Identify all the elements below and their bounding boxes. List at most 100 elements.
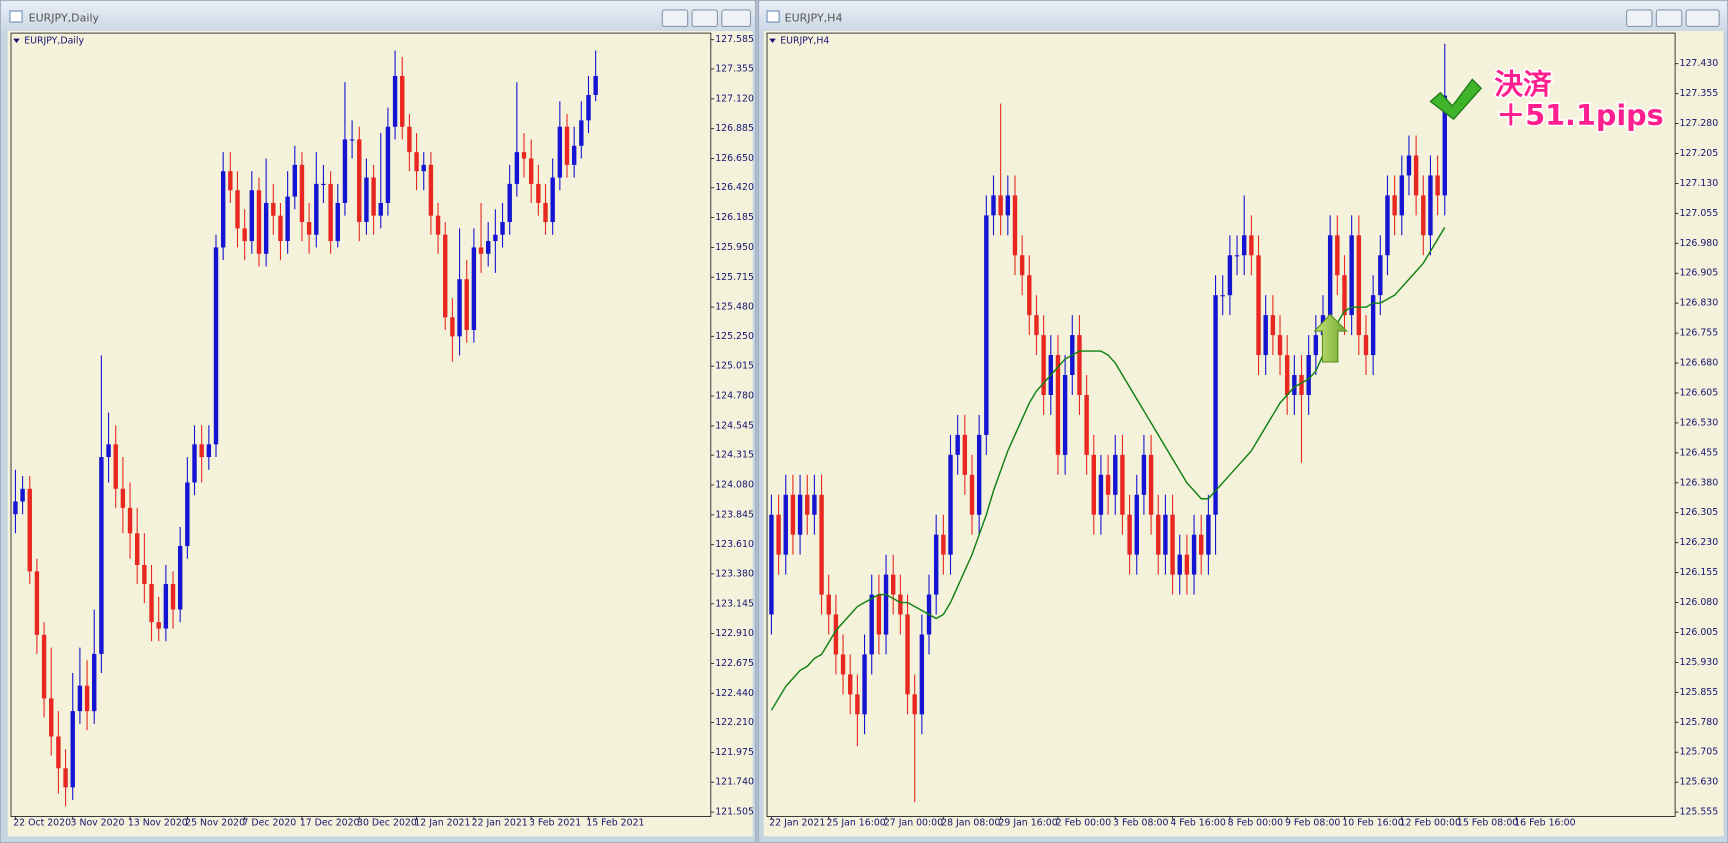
x-tick-label: 15 Feb 2021: [586, 818, 644, 829]
candle-body: [206, 444, 212, 458]
candle-body: [177, 545, 183, 610]
candle-body: [77, 685, 83, 712]
candle-body: [392, 75, 398, 127]
window-title: EURJPY,Daily: [29, 12, 100, 25]
y-tick-label: 124.780: [715, 391, 754, 402]
maximize-button[interactable]: [691, 9, 718, 28]
candle-body: [812, 494, 817, 515]
y-tick-label: 126.185: [715, 212, 754, 223]
close-button[interactable]: [721, 9, 752, 28]
y-tick-label: 126.830: [1680, 298, 1719, 309]
candle-body: [170, 584, 176, 610]
y-tick-label: 124.315: [715, 450, 754, 461]
candle-body: [536, 183, 541, 203]
candle-body: [1091, 454, 1096, 515]
candle-body: [213, 247, 219, 445]
y-tick-label: 126.885: [715, 123, 754, 134]
candle-body: [905, 614, 910, 695]
candle-body: [1428, 175, 1433, 236]
window-icon: [9, 10, 23, 23]
chart-title: EURJPY,Daily: [24, 35, 84, 46]
x-tick-label: 22 Oct 2020: [13, 818, 71, 829]
y-tick-label: 121.740: [715, 777, 754, 788]
candle-body: [840, 654, 846, 675]
x-tick-label: 12 Feb 00:00: [1400, 818, 1461, 829]
candle-body: [969, 474, 975, 515]
candle-body: [263, 202, 269, 254]
candle-body: [299, 164, 305, 223]
candle-body: [912, 694, 917, 715]
y-tick-label: 125.250: [715, 331, 754, 342]
plot-frame: [766, 32, 1676, 817]
candle-body: [571, 145, 577, 165]
candle-body: [1206, 514, 1211, 555]
y-tick-label: 126.155: [1680, 567, 1719, 578]
candle-body: [1019, 255, 1025, 276]
x-tick-label: 9 Feb 08:00: [1285, 818, 1340, 829]
candle-body: [1220, 295, 1225, 297]
candle-body: [805, 494, 810, 515]
candle-body: [891, 574, 896, 595]
candle-body: [1005, 195, 1011, 216]
minimize-button[interactable]: [661, 9, 689, 28]
y-tick-label: 125.950: [715, 242, 754, 253]
candle-body: [1413, 155, 1419, 196]
annotation: ＋51.1pips: [1497, 98, 1664, 132]
candle-body: [1184, 554, 1190, 575]
candle-body: [1313, 335, 1319, 356]
minimize-button[interactable]: [1626, 9, 1653, 28]
candle-body: [292, 164, 297, 197]
candle-body: [984, 215, 989, 435]
candle-body: [962, 434, 968, 475]
chart-title: EURJPY,H4: [780, 35, 829, 46]
candle-body: [435, 215, 441, 235]
y-tick-label: 126.680: [1680, 358, 1719, 369]
candle-body: [199, 444, 204, 458]
y-tick-label: 121.505: [715, 807, 754, 818]
candle-body: [1342, 275, 1347, 316]
candle-body: [1062, 375, 1068, 455]
candle-body: [1442, 95, 1447, 196]
x-tick-label: 3 Feb 08:00: [1113, 818, 1168, 829]
candle-body: [1041, 335, 1046, 395]
y-tick-label: 126.420: [715, 182, 754, 193]
x-tick-label: 17 Dec 2020: [300, 818, 360, 829]
y-tick-label: 122.440: [715, 688, 754, 699]
candle-body: [1299, 375, 1304, 395]
y-tick-label: 126.530: [1680, 417, 1719, 428]
y-tick-label: 127.205: [1680, 148, 1719, 159]
x-tick-label: 12 Jan 2021: [414, 818, 470, 829]
annotation: 決済: [1494, 67, 1552, 101]
candle-body: [349, 139, 355, 141]
y-tick-label: 123.610: [715, 539, 754, 550]
y-tick-label: 123.845: [715, 509, 754, 520]
candle-body: [593, 75, 598, 95]
candle-body: [1392, 195, 1397, 216]
candle-body: [20, 488, 25, 502]
candle-body: [235, 190, 240, 229]
candle-body: [486, 241, 491, 254]
candle-body: [1256, 255, 1261, 356]
y-tick-label: 121.975: [715, 747, 754, 758]
x-tick-label: 7 Dec 2020: [242, 818, 296, 829]
candle-body: [1055, 355, 1061, 455]
maximize-button[interactable]: [1655, 9, 1683, 28]
y-tick-label: 126.455: [1680, 447, 1719, 458]
close-button[interactable]: [1685, 9, 1720, 28]
candle-body: [1327, 235, 1333, 316]
y-tick-label: 127.120: [715, 93, 754, 104]
candle-body: [1134, 494, 1139, 555]
x-tick-label: 3 Feb 2021: [529, 818, 581, 829]
x-tick-label: 30 Dec 2020: [357, 818, 417, 829]
candle-body: [314, 183, 319, 235]
candle-body: [976, 434, 982, 515]
candle-body: [528, 158, 534, 184]
candle-body: [220, 171, 226, 248]
x-tick-label: 4 Feb 16:00: [1170, 818, 1225, 829]
candle-body: [1027, 275, 1032, 316]
candle-body: [1127, 514, 1132, 555]
candle-body: [833, 614, 839, 655]
candle-body: [1363, 335, 1369, 356]
candle-body: [249, 190, 255, 242]
